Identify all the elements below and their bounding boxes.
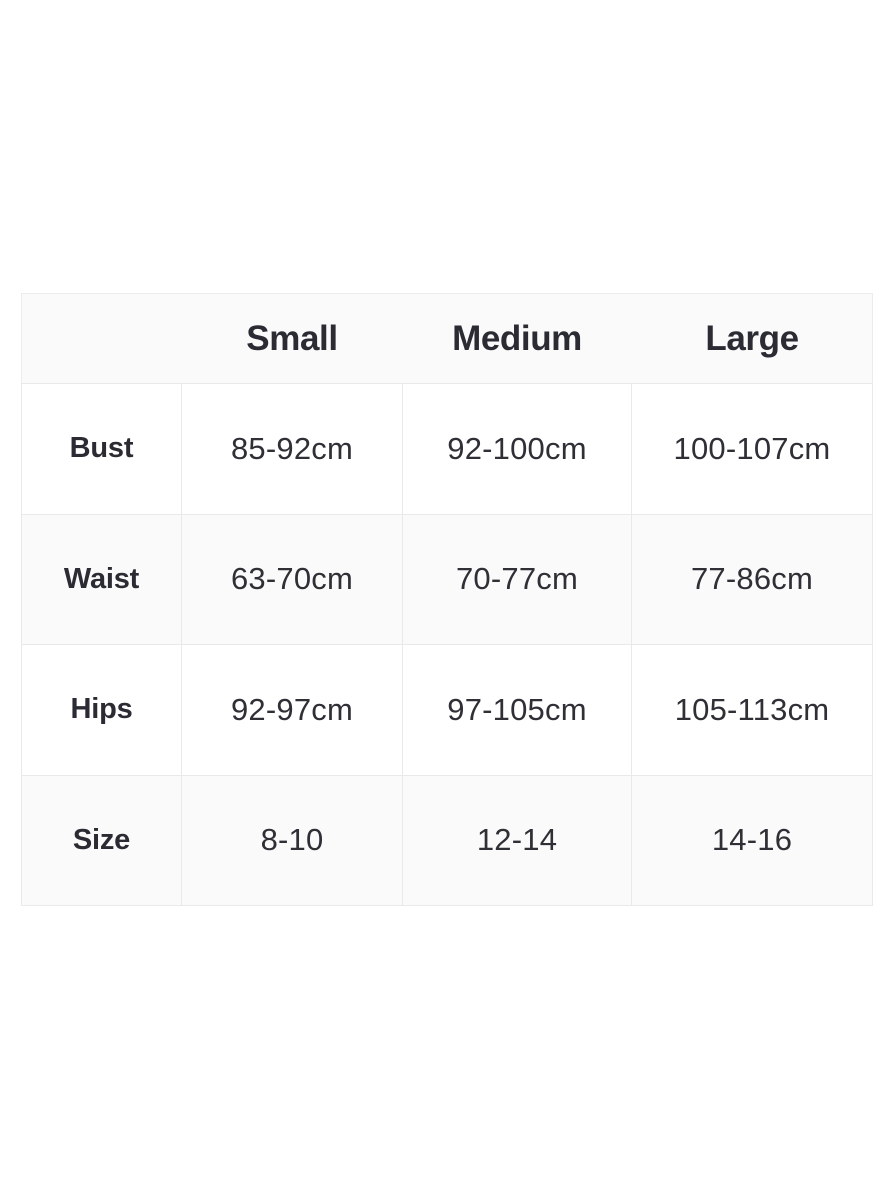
cell-size-medium: 12-14 (402, 774, 632, 906)
cell-bust-large: 100-107cm (631, 383, 873, 515)
table-row: Hips 92-97cm 97-105cm 105-113cm (21, 644, 873, 776)
cell-hips-medium: 97-105cm (402, 644, 632, 776)
row-label-bust: Bust (21, 383, 182, 515)
table-row: Size 8-10 12-14 14-16 (21, 774, 873, 906)
cell-hips-small: 92-97cm (181, 644, 403, 776)
row-label-hips: Hips (21, 644, 182, 776)
cell-waist-small: 63-70cm (181, 513, 403, 645)
table-row: Bust 85-92cm 92-100cm 100-107cm (21, 383, 873, 515)
row-label-waist: Waist (21, 513, 182, 645)
cell-waist-medium: 70-77cm (402, 513, 632, 645)
table-body: Bust 85-92cm 92-100cm 100-107cm Waist 63… (21, 383, 873, 906)
cell-size-small: 8-10 (181, 774, 403, 906)
cell-bust-small: 85-92cm (181, 383, 403, 515)
cell-bust-medium: 92-100cm (402, 383, 632, 515)
cell-hips-large: 105-113cm (631, 644, 873, 776)
header-row: Small Medium Large (21, 293, 873, 384)
table-row: Waist 63-70cm 70-77cm 77-86cm (21, 513, 873, 645)
column-header-medium: Medium (402, 293, 632, 384)
column-header-small: Small (181, 293, 403, 384)
corner-cell (21, 293, 182, 384)
size-chart-container: Small Medium Large Bust 85-92cm 92-100cm… (21, 293, 873, 906)
column-header-large: Large (631, 293, 873, 384)
table-header: Small Medium Large (21, 293, 873, 384)
row-label-size: Size (21, 774, 182, 906)
size-chart-table: Small Medium Large Bust 85-92cm 92-100cm… (21, 293, 873, 906)
cell-waist-large: 77-86cm (631, 513, 873, 645)
cell-size-large: 14-16 (631, 774, 873, 906)
